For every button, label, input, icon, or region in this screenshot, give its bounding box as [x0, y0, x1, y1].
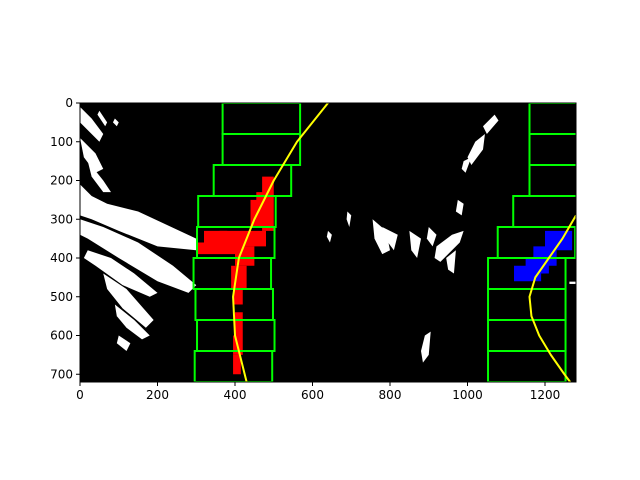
edge-pixel-region	[97, 110, 108, 127]
left-lane-pixels	[196, 242, 243, 255]
y-tick-label: 100	[50, 135, 73, 149]
right-search-window	[487, 350, 567, 382]
edge-pixel-region	[80, 137, 104, 173]
left-search-window	[193, 350, 274, 382]
left-lane-pixels	[235, 312, 243, 336]
y-tick-label: 300	[50, 212, 73, 226]
plot-area	[80, 103, 576, 382]
x-tick-label: 0	[76, 388, 84, 402]
edge-pixel-region	[326, 230, 332, 243]
y-tick-label: 400	[50, 251, 73, 265]
edge-pixel-region	[112, 118, 119, 127]
edge-pixel-region	[434, 230, 464, 262]
left-lane-pixels	[233, 354, 241, 375]
x-tick-label: 800	[379, 388, 402, 402]
edge-pixel-region	[114, 304, 150, 340]
edge-pixel-region	[382, 227, 398, 251]
edge-pixel-region	[346, 211, 352, 227]
left-lane-pixels	[231, 265, 247, 289]
x-tick-label: 1200	[530, 388, 561, 402]
edge-pixel-region	[461, 157, 472, 173]
left-lane-pixels	[233, 289, 243, 305]
axes: 0 200 400 600 800 1000 1200 0 100 200 300 400 500 600…	[50, 96, 560, 402]
x-tick-label: 200	[146, 388, 169, 402]
edge-pixel-region	[426, 227, 437, 247]
y-tick-label: 700	[50, 367, 73, 381]
y-tick-label: 500	[50, 290, 73, 304]
edge-pixel-region	[103, 273, 154, 328]
x-tick-label: 400	[224, 388, 247, 402]
left-lane-pixels	[235, 246, 255, 266]
edge-pixel-region	[421, 331, 431, 363]
left-lane-fit-line	[232, 103, 329, 382]
y-tick-label: 600	[50, 329, 73, 343]
edge-pixel-region	[569, 281, 576, 284]
left-lane-pixels	[204, 230, 228, 243]
edge-pixel-region	[87, 161, 111, 193]
edge-pixel-region	[80, 106, 104, 142]
edge-pixel-region	[116, 335, 131, 351]
edge-pixel-region	[483, 114, 499, 134]
x-tick-label: 1000	[452, 388, 483, 402]
y-tick-label: 200	[50, 174, 73, 188]
x-tick-label: 600	[301, 388, 324, 402]
edge-pixel-region	[80, 219, 197, 293]
right-lane-fit-line	[528, 214, 576, 382]
edge-pixel-region	[372, 219, 390, 255]
edge-pixel-region	[80, 184, 197, 251]
edge-pixel-region	[467, 134, 485, 165]
edge-pixel-region	[409, 230, 421, 258]
y-tick-label: 0	[65, 96, 73, 110]
edge-pixel-region	[446, 250, 456, 274]
edge-pixel-region	[455, 199, 464, 216]
plot-frame	[79, 102, 577, 383]
edge-pixel-region	[83, 250, 158, 297]
